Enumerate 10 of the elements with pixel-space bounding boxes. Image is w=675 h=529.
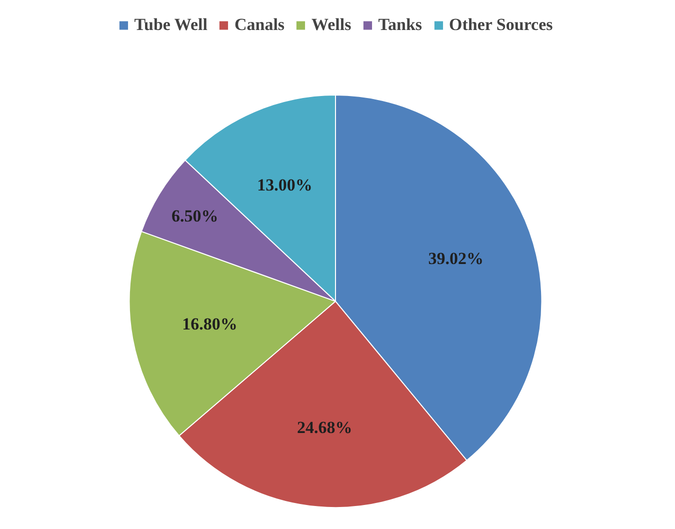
legend-label: Canals — [234, 15, 285, 35]
data-label: 6.50% — [171, 206, 218, 226]
legend-label: Tube Well — [134, 15, 208, 35]
data-label: 39.02% — [428, 249, 484, 268]
data-label: 24.68% — [296, 418, 352, 437]
data-label: 13.00% — [257, 176, 312, 195]
legend-label: Tanks — [378, 15, 422, 35]
legend-label: Wells — [312, 15, 352, 35]
legend-label: Other Sources — [449, 15, 553, 35]
data-label: 16.80% — [182, 314, 238, 334]
